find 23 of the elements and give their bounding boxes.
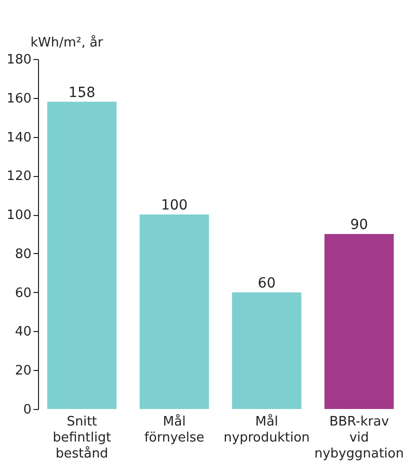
x-tick-label: Mål nyproduktion (224, 414, 310, 446)
bar (324, 234, 394, 409)
data-label: 90 (350, 217, 368, 233)
data-label: 158 (68, 84, 96, 101)
x-tick-label: BBR-krav vid nybyggnation (314, 414, 404, 462)
y-tick-label: 20 (14, 364, 32, 379)
data-label: 100 (160, 198, 188, 214)
y-tick-label: 120 (6, 169, 32, 184)
y-axis-title: kWh/m², år (30, 34, 104, 50)
y-tick-label: 180 (6, 52, 32, 68)
y-tick-label: 40 (14, 324, 32, 340)
y-tick-label: 0 (23, 402, 32, 418)
y-tick-label: 80 (14, 246, 32, 262)
data-label: 60 (258, 275, 276, 292)
x-tick-label: Mål förnyelse (144, 414, 204, 446)
y-tick-label: 100 (6, 208, 32, 224)
bar (140, 214, 209, 409)
y-tick-label: 160 (6, 91, 32, 106)
bar (47, 102, 117, 409)
y-tick-label: 60 (14, 286, 32, 301)
bar (232, 292, 302, 409)
x-tick-label: Snitt befintligt bestånd (52, 414, 112, 462)
y-tick-label: 140 (6, 130, 32, 146)
